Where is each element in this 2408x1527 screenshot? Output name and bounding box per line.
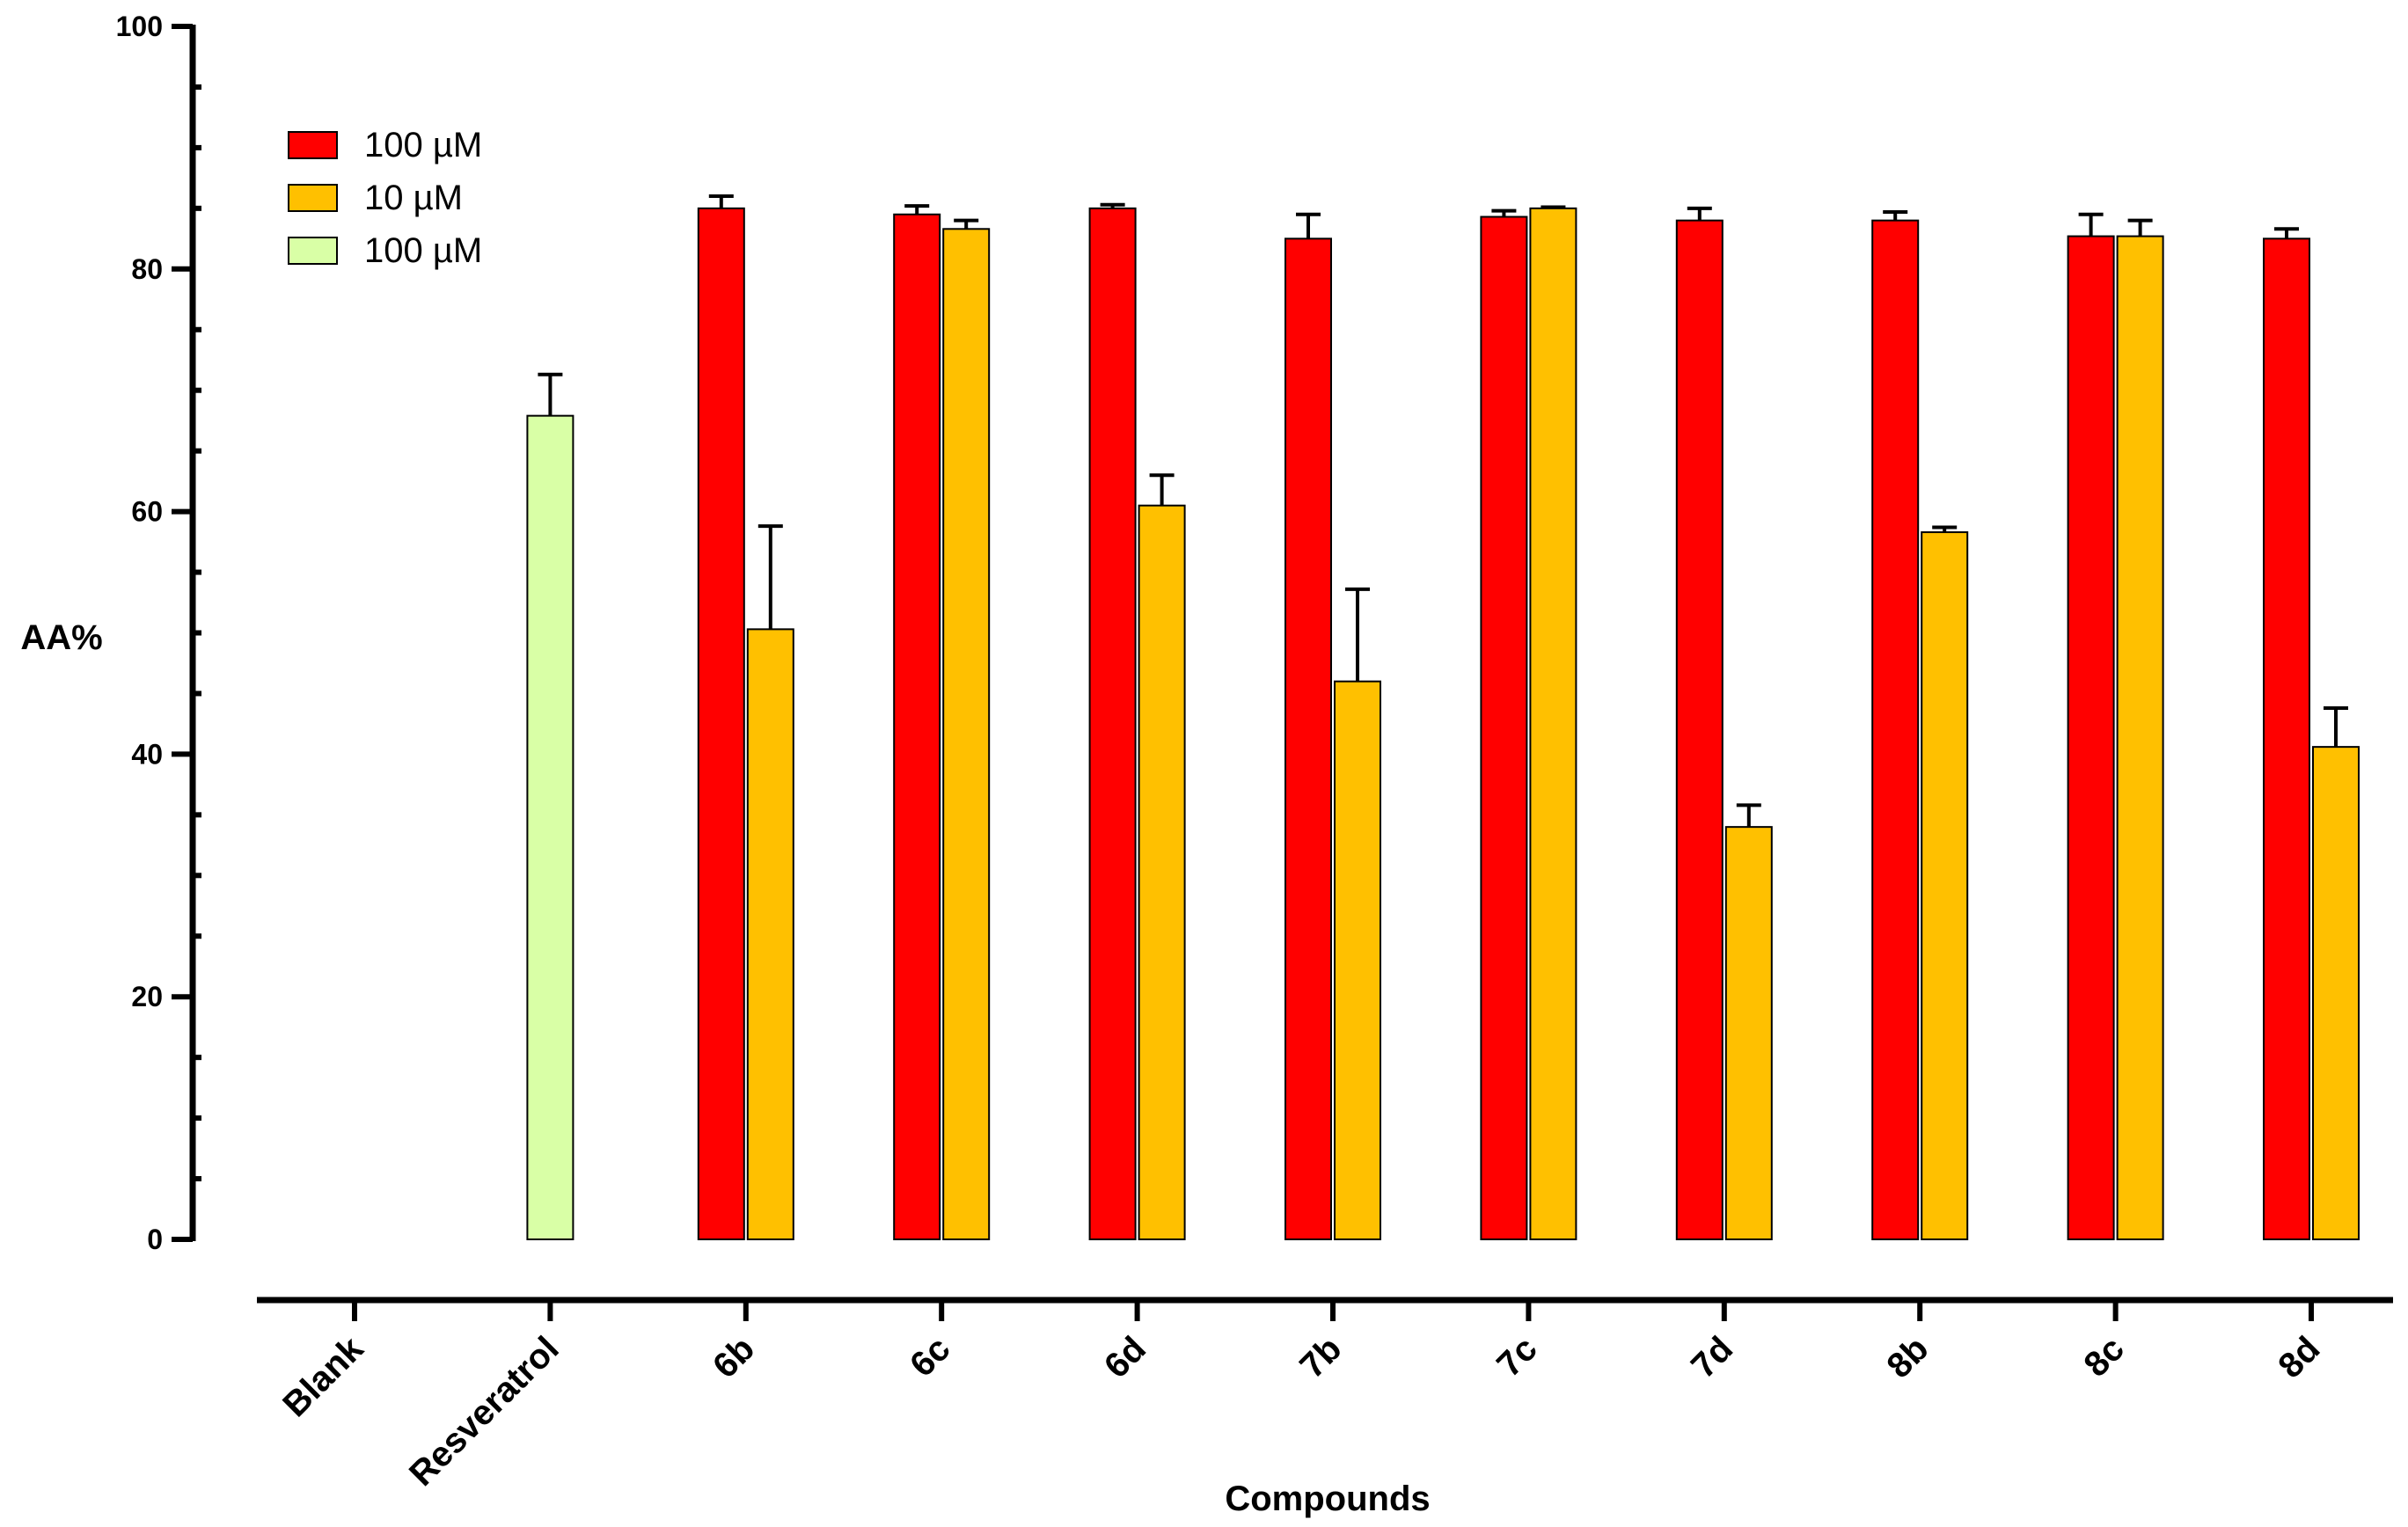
x-axis-title: Compounds [1225,1480,1430,1518]
bar [2263,237,2310,1241]
bar [1871,219,1920,1240]
y-tick-label: 20 [131,981,163,1012]
x-category-label: 8b [1879,1329,1936,1385]
x-axis: Blank Resveratrol 6b 6c 6d 7b 7c 7d 8b 8c 8d [257,1297,2393,1494]
bar [2312,746,2360,1240]
y-tick-label: 40 [131,738,163,770]
legend-label: 10 µM [364,179,463,217]
bar [1480,216,1528,1240]
bar [526,414,575,1240]
x-category-label: Blank [275,1329,371,1425]
bar [1285,237,1332,1241]
x-category-label: 6c [903,1329,958,1385]
legend-label: 100 µM [364,231,482,270]
legend: 100 µM 10 µM 100 µM [288,126,482,270]
x-category-label: 8c [2076,1329,2132,1385]
bar [942,228,991,1241]
bar [1724,826,1773,1240]
legend-swatch [288,237,338,265]
bar [1921,531,1969,1240]
bar [1138,504,1186,1240]
x-category-label: Resveratrol [402,1329,567,1494]
bar [1088,207,1137,1241]
bar [1334,680,1381,1240]
bar [1529,207,1577,1241]
legend-swatch [288,131,338,159]
y-tick-label: 100 [116,11,163,42]
bar [697,207,745,1241]
bar [1675,219,1724,1240]
bar [2067,235,2115,1240]
legend-swatch [288,184,338,212]
y-axis-title: AA% [20,618,102,657]
x-category-label: 6b [706,1329,762,1385]
legend-label: 100 µM [364,126,482,164]
x-category-label: 7c [1489,1329,1545,1385]
x-category-label: 7b [1292,1329,1349,1385]
x-category-label: 6d [1097,1329,1153,1385]
y-axis: 0 20 40 60 80 100 [116,11,201,1255]
bar [893,213,941,1240]
bar [746,628,794,1240]
x-category-label: 8d [2271,1329,2327,1385]
y-tick-label: 80 [131,253,163,285]
bars-layer [526,194,2360,1241]
y-tick-label: 60 [131,496,163,528]
y-tick-label: 0 [147,1224,163,1255]
bar [2116,235,2164,1240]
x-category-label: 7d [1684,1329,1740,1385]
